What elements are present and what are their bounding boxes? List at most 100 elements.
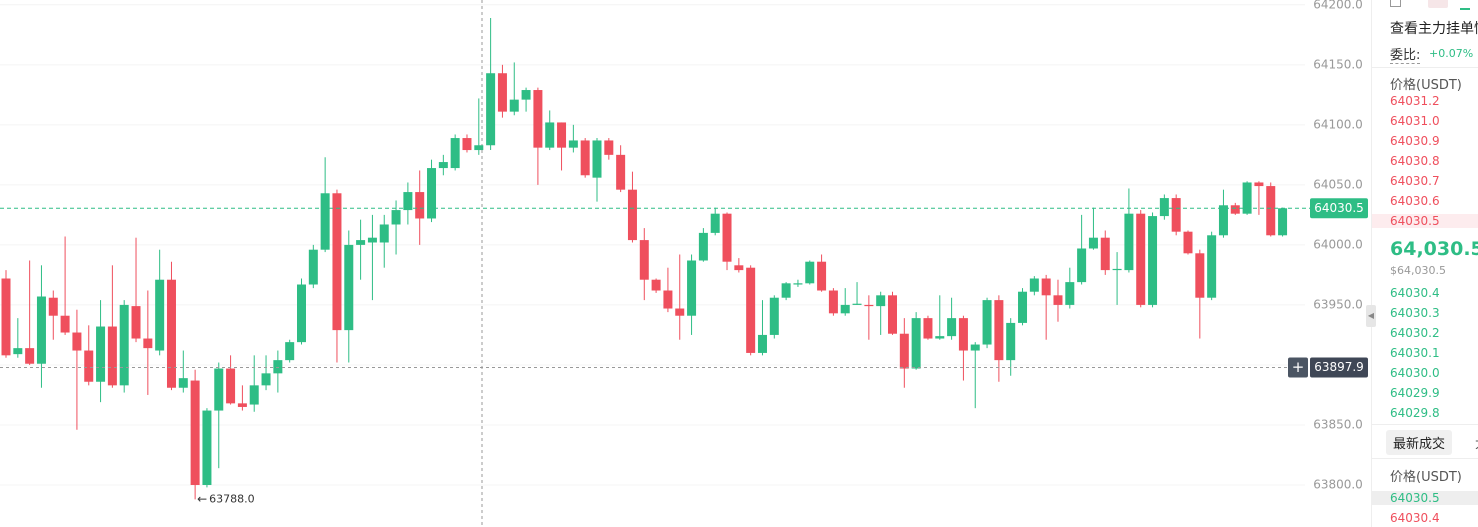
candle-body [474,145,484,151]
price-row[interactable]: 64030.8 [1390,154,1440,168]
price-row[interactable]: 64030.9 [1390,134,1440,148]
candle-body [970,344,980,351]
candle-body [1124,213,1134,271]
price-row[interactable]: 64031.0 [1390,114,1440,128]
candle-body [178,378,188,388]
candle-body [1006,322,1016,361]
ratio-value: +0.07% [1429,47,1474,60]
candle-body [769,297,779,335]
candle-body [1100,237,1110,271]
candle-body [143,338,153,349]
candle-body [840,304,850,314]
price-row[interactable]: 64030.4 [1390,286,1440,300]
candle-body [462,138,472,151]
candle-body [391,210,401,225]
candle-body [155,279,165,351]
candle-body [403,192,413,211]
candle-body [356,240,366,245]
last-price-label: 64030.5 [1314,201,1364,215]
price-row[interactable]: 64029.9 [1390,386,1440,400]
icon[interactable] [1428,0,1448,8]
candle-body [1136,213,1146,305]
price-row[interactable]: 64030.7 [1390,174,1440,188]
candle-body [817,261,827,291]
candle-body [438,162,448,169]
last-price-usd: $64,030.5 [1390,264,1446,277]
price-row[interactable]: 64031.2 [1390,94,1440,108]
candle-body [1278,208,1288,236]
candle-body [297,284,306,343]
candle-body [710,213,720,233]
price-row[interactable]: 64030.0 [1390,366,1440,380]
candle-body [36,296,46,364]
candle-body [379,224,389,243]
candle-body [1195,253,1205,298]
price-header: 价格(USDT) [1390,470,1462,485]
trades-tab[interactable]: 最新成交 [1386,430,1453,455]
candle-body [320,193,330,250]
candle-body [545,122,555,148]
candle-body [1266,186,1276,236]
candle-body [60,315,70,333]
candle-body [627,189,637,241]
candle-body [533,90,543,148]
candle-body [604,140,614,155]
candle-body [734,265,744,271]
price-row[interactable]: 64030.5 [1372,491,1478,505]
candle-body [119,304,129,386]
candle-body [13,348,23,355]
candle-body [805,261,815,284]
candle-body [415,192,425,219]
last-price-box [1310,198,1368,219]
y-tick-label: 63850.0 [1313,417,1363,431]
candle-body [1,278,11,356]
price-row[interactable]: 64030.1 [1390,346,1440,360]
panel-title[interactable]: 查看主力挂单情 [1390,21,1478,37]
candle-body [344,244,354,331]
add-alert-icon: + [1292,358,1305,376]
y-tick-label: 64000.0 [1313,237,1363,251]
candle-body [923,318,933,339]
candle-body [1230,205,1240,214]
price-row[interactable]: 64030.4 [1390,511,1440,525]
low-marker-label: 63788.0 [209,492,255,505]
candle-body [107,326,117,386]
y-tick-label: 63800.0 [1313,477,1363,491]
price-row[interactable]: 64030.5 [1372,214,1478,228]
candle-body [1242,182,1252,214]
candle-body [72,332,82,351]
candle-body [427,168,437,219]
candle-body [958,318,968,351]
icon[interactable] [1460,0,1470,10]
candle-body [994,300,1004,361]
candle-body [450,138,460,169]
candle-body [332,193,342,331]
candle-body [935,336,945,339]
candle-body [25,348,35,364]
candle-body [675,308,685,316]
icon[interactable] [1390,0,1401,7]
price-row[interactable]: 64030.6 [1390,194,1440,208]
candle-body [757,334,767,353]
candle-body [899,333,909,369]
add-alert-button[interactable] [1288,357,1308,378]
price-row[interactable]: 64029.8 [1390,406,1440,420]
candle-body [864,304,874,307]
candle-body [1041,278,1051,296]
price-row[interactable]: 64030.3 [1390,306,1440,320]
candle-body [1077,248,1087,283]
candle-body [828,290,838,314]
ratio-label: 委比: [1390,44,1421,64]
candle-body [1159,198,1169,217]
trades-tab[interactable]: 大 [1475,433,1478,452]
collapse-toggle[interactable]: ◀ [1366,305,1376,327]
candle-body [852,303,862,305]
price-row[interactable]: 64030.2 [1390,326,1440,340]
low-marker-arrow: ← [197,492,207,506]
candle-body [96,326,106,382]
candle-body [947,318,957,337]
candle-body [497,73,507,112]
candle-body [521,90,531,100]
candle-body [888,295,897,334]
